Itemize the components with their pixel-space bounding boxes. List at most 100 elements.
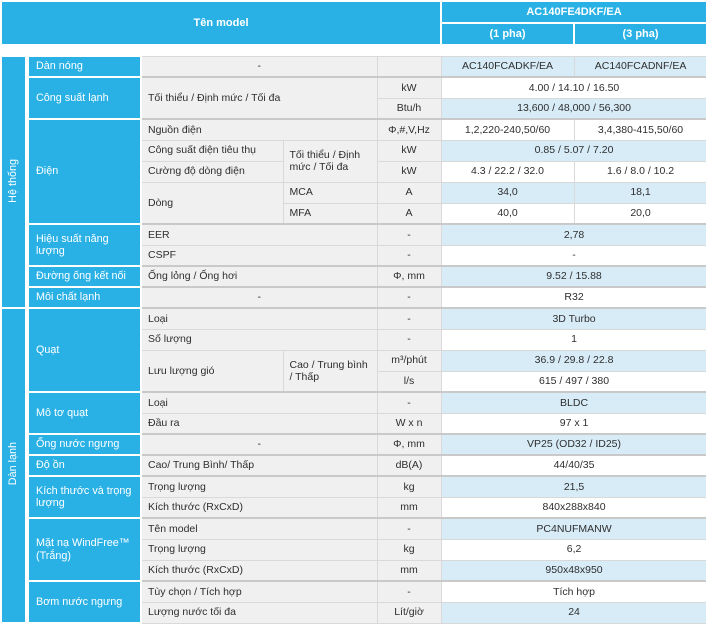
unit-cell: A [376, 181, 442, 204]
value-cell: 13,600 / 48,000 / 56,300 [440, 97, 706, 120]
value-cell: 6,2 [440, 538, 706, 561]
value-cell: VP25 (OD32 / ID25) [440, 433, 706, 456]
value-cell: 20,0 [573, 202, 706, 225]
spec-row: Số lượng -1 [1, 328, 706, 351]
unit-cell: Btu/h [376, 97, 442, 120]
spec-sublabel: MFA [282, 202, 378, 225]
spec-row: Lưu lượng gió Cao / Trung bình / Thấp m³/p… [1, 349, 706, 393]
spec-label: - [140, 433, 378, 456]
value-cell: 615 / 497 / 380 [440, 370, 706, 393]
spec-row: Công suất lạnh Tối thiểu / Định mức / Tối… [1, 76, 706, 120]
spec-table-body: Hệ thống Dàn nóng - AC140FCADKF/EA AC140FCAD… [0, 55, 706, 624]
value-cell: AC140FCADNF/EA [573, 55, 706, 78]
spec-label: - [140, 55, 378, 78]
spec-label: Lượng nước tối đa [140, 601, 378, 624]
spec-row: Bơm nước ngưng Tùy chọn / Tích hợp - Tích h… [1, 580, 706, 624]
header-phase-1: (1 pha) [440, 22, 576, 46]
unit-cell: Φ, mm [376, 433, 442, 456]
value-cell: 21,5 [440, 475, 706, 498]
spec-sublabel: Tối thiểu / Định mức / Tối đa [282, 139, 378, 183]
spec-row: Ống nước ngưng - Φ, mm VP25 (OD32 / ID25) [1, 433, 706, 456]
spec-label: Ống lỏng / Ống hơi [140, 265, 378, 288]
spec-label: Lưu lượng gió [140, 349, 284, 393]
unit-cell: - [376, 223, 442, 246]
spec-label: Cao/ Trung Bình/ Thấp [140, 454, 378, 477]
value-cell: 36.9 / 29.8 / 22.8 [440, 349, 706, 372]
unit-cell: - [376, 244, 442, 267]
sidebar-section-text: Hệ thống [7, 158, 20, 203]
category-label: Điện [26, 118, 142, 225]
value-cell: 840x288x840 [440, 496, 706, 519]
value-cell: 2,78 [440, 223, 706, 246]
spec-label: Trọng lượng [140, 475, 378, 498]
spec-table-header: Tên model AC140FE4DKF/EA (1 pha) (3 pha) [0, 0, 706, 56]
header-row-1: Tên model AC140FE4DKF/EA [0, 0, 706, 46]
spec-row: Điện Nguồn điện Φ,#,V,Hz 1,2,220-240,50/60 3… [1, 118, 706, 225]
header-model-number: AC140FE4DKF/EA [440, 0, 706, 24]
unit-cell: kg [376, 475, 442, 498]
spec-row: Đường ống kết nối Ống lỏng / Ống hơi Φ, mm… [1, 265, 706, 288]
spec-label: - [140, 286, 378, 309]
unit-cell: - [376, 580, 442, 603]
header-row-2: (1 pha) (3 pha) [1, 22, 706, 46]
spec-label: Công suất điện tiêu thụ [140, 139, 284, 162]
category-label: Mô tơ quạt [26, 391, 142, 435]
category-label: Độ ồn [26, 454, 142, 477]
value-cell: Tích hợp [440, 580, 706, 603]
sidebar-section-label: Dàn lạnh [0, 307, 29, 624]
value-cell: 97 x 1 [440, 412, 706, 435]
spec-label: Đầu ra [140, 412, 378, 435]
category-label: Quạt [26, 307, 142, 393]
spec-row: Kích thước (RxCxD) mm 950x48x950 [1, 559, 706, 582]
category-label: Ống nước ngưng [26, 433, 142, 456]
spec-label: Tên model [140, 517, 378, 540]
unit-cell: Φ, mm [376, 265, 442, 288]
spec-label: CSPF [140, 244, 378, 267]
unit-cell: W x n [376, 412, 442, 435]
category-label: Dàn nóng [26, 55, 142, 78]
spec-row: Đầu ra W x n 97 x 1 [1, 412, 706, 435]
unit-cell: - [376, 307, 442, 330]
category-label: Bơm nước ngưng [26, 580, 142, 624]
unit-cell: - [376, 328, 442, 351]
value-cell: 0.85 / 5.07 / 7.20 [440, 139, 706, 162]
unit-cell: A [376, 202, 442, 225]
spec-row: Môi chất lạnh - - R32 [1, 286, 706, 309]
value-cell: 40,0 [440, 202, 575, 225]
spec-label: Loại [140, 307, 378, 330]
category-label: Công suất lạnh [26, 76, 142, 120]
value-cell: 9.52 / 15.88 [440, 265, 706, 288]
unit-cell: Lít/giờ [376, 601, 442, 624]
unit-cell: mm [376, 496, 442, 519]
category-label: Kích thước và trọng lượng [26, 475, 142, 519]
category-label: Đường ống kết nối [26, 265, 142, 288]
spec-label: Dòng [140, 181, 284, 225]
unit-cell: mm [376, 559, 442, 582]
spec-row: MFA A 40,0 20,0 [1, 202, 706, 225]
spec-label: Kích thước (RxCxD) [140, 496, 378, 519]
spec-label: Cường độ dòng điện [140, 160, 284, 183]
spec-label: Trọng lượng [140, 538, 378, 561]
value-cell: 950x48x950 [440, 559, 706, 582]
value-cell: - [440, 244, 706, 267]
spec-row: Lượng nước tối đa Lít/giờ 24 [1, 601, 706, 624]
sidebar-section-text: Dàn lạnh [7, 442, 20, 486]
unit-cell: dB(A) [376, 454, 442, 477]
spec-row: Hệ thống Dàn nóng - AC140FCADKF/EA AC140FCAD… [0, 55, 706, 309]
value-cell: 18,1 [573, 181, 706, 204]
value-cell: 44/40/35 [440, 454, 706, 477]
spec-label: EER [140, 223, 378, 246]
header-phase-3: (3 pha) [573, 22, 706, 46]
unit-cell: - [376, 391, 442, 414]
category-label: Hiệu suất năng lượng [26, 223, 142, 267]
unit-cell: m³/phút [376, 349, 442, 372]
spec-row: Mặt nạ WindFree™ (Trắng) Tên model - PC4NUF… [1, 517, 706, 582]
spec-label: Số lượng [140, 328, 378, 351]
unit-cell: kg [376, 538, 442, 561]
category-label: Môi chất lạnh [26, 286, 142, 309]
value-cell: 4.00 / 14.10 / 16.50 [440, 76, 706, 99]
spec-row: Dòng MCA A 34,0 18,1 [1, 181, 706, 225]
unit-cell: l/s [376, 370, 442, 393]
value-cell: 1,2,220-240,50/60 [440, 118, 575, 141]
